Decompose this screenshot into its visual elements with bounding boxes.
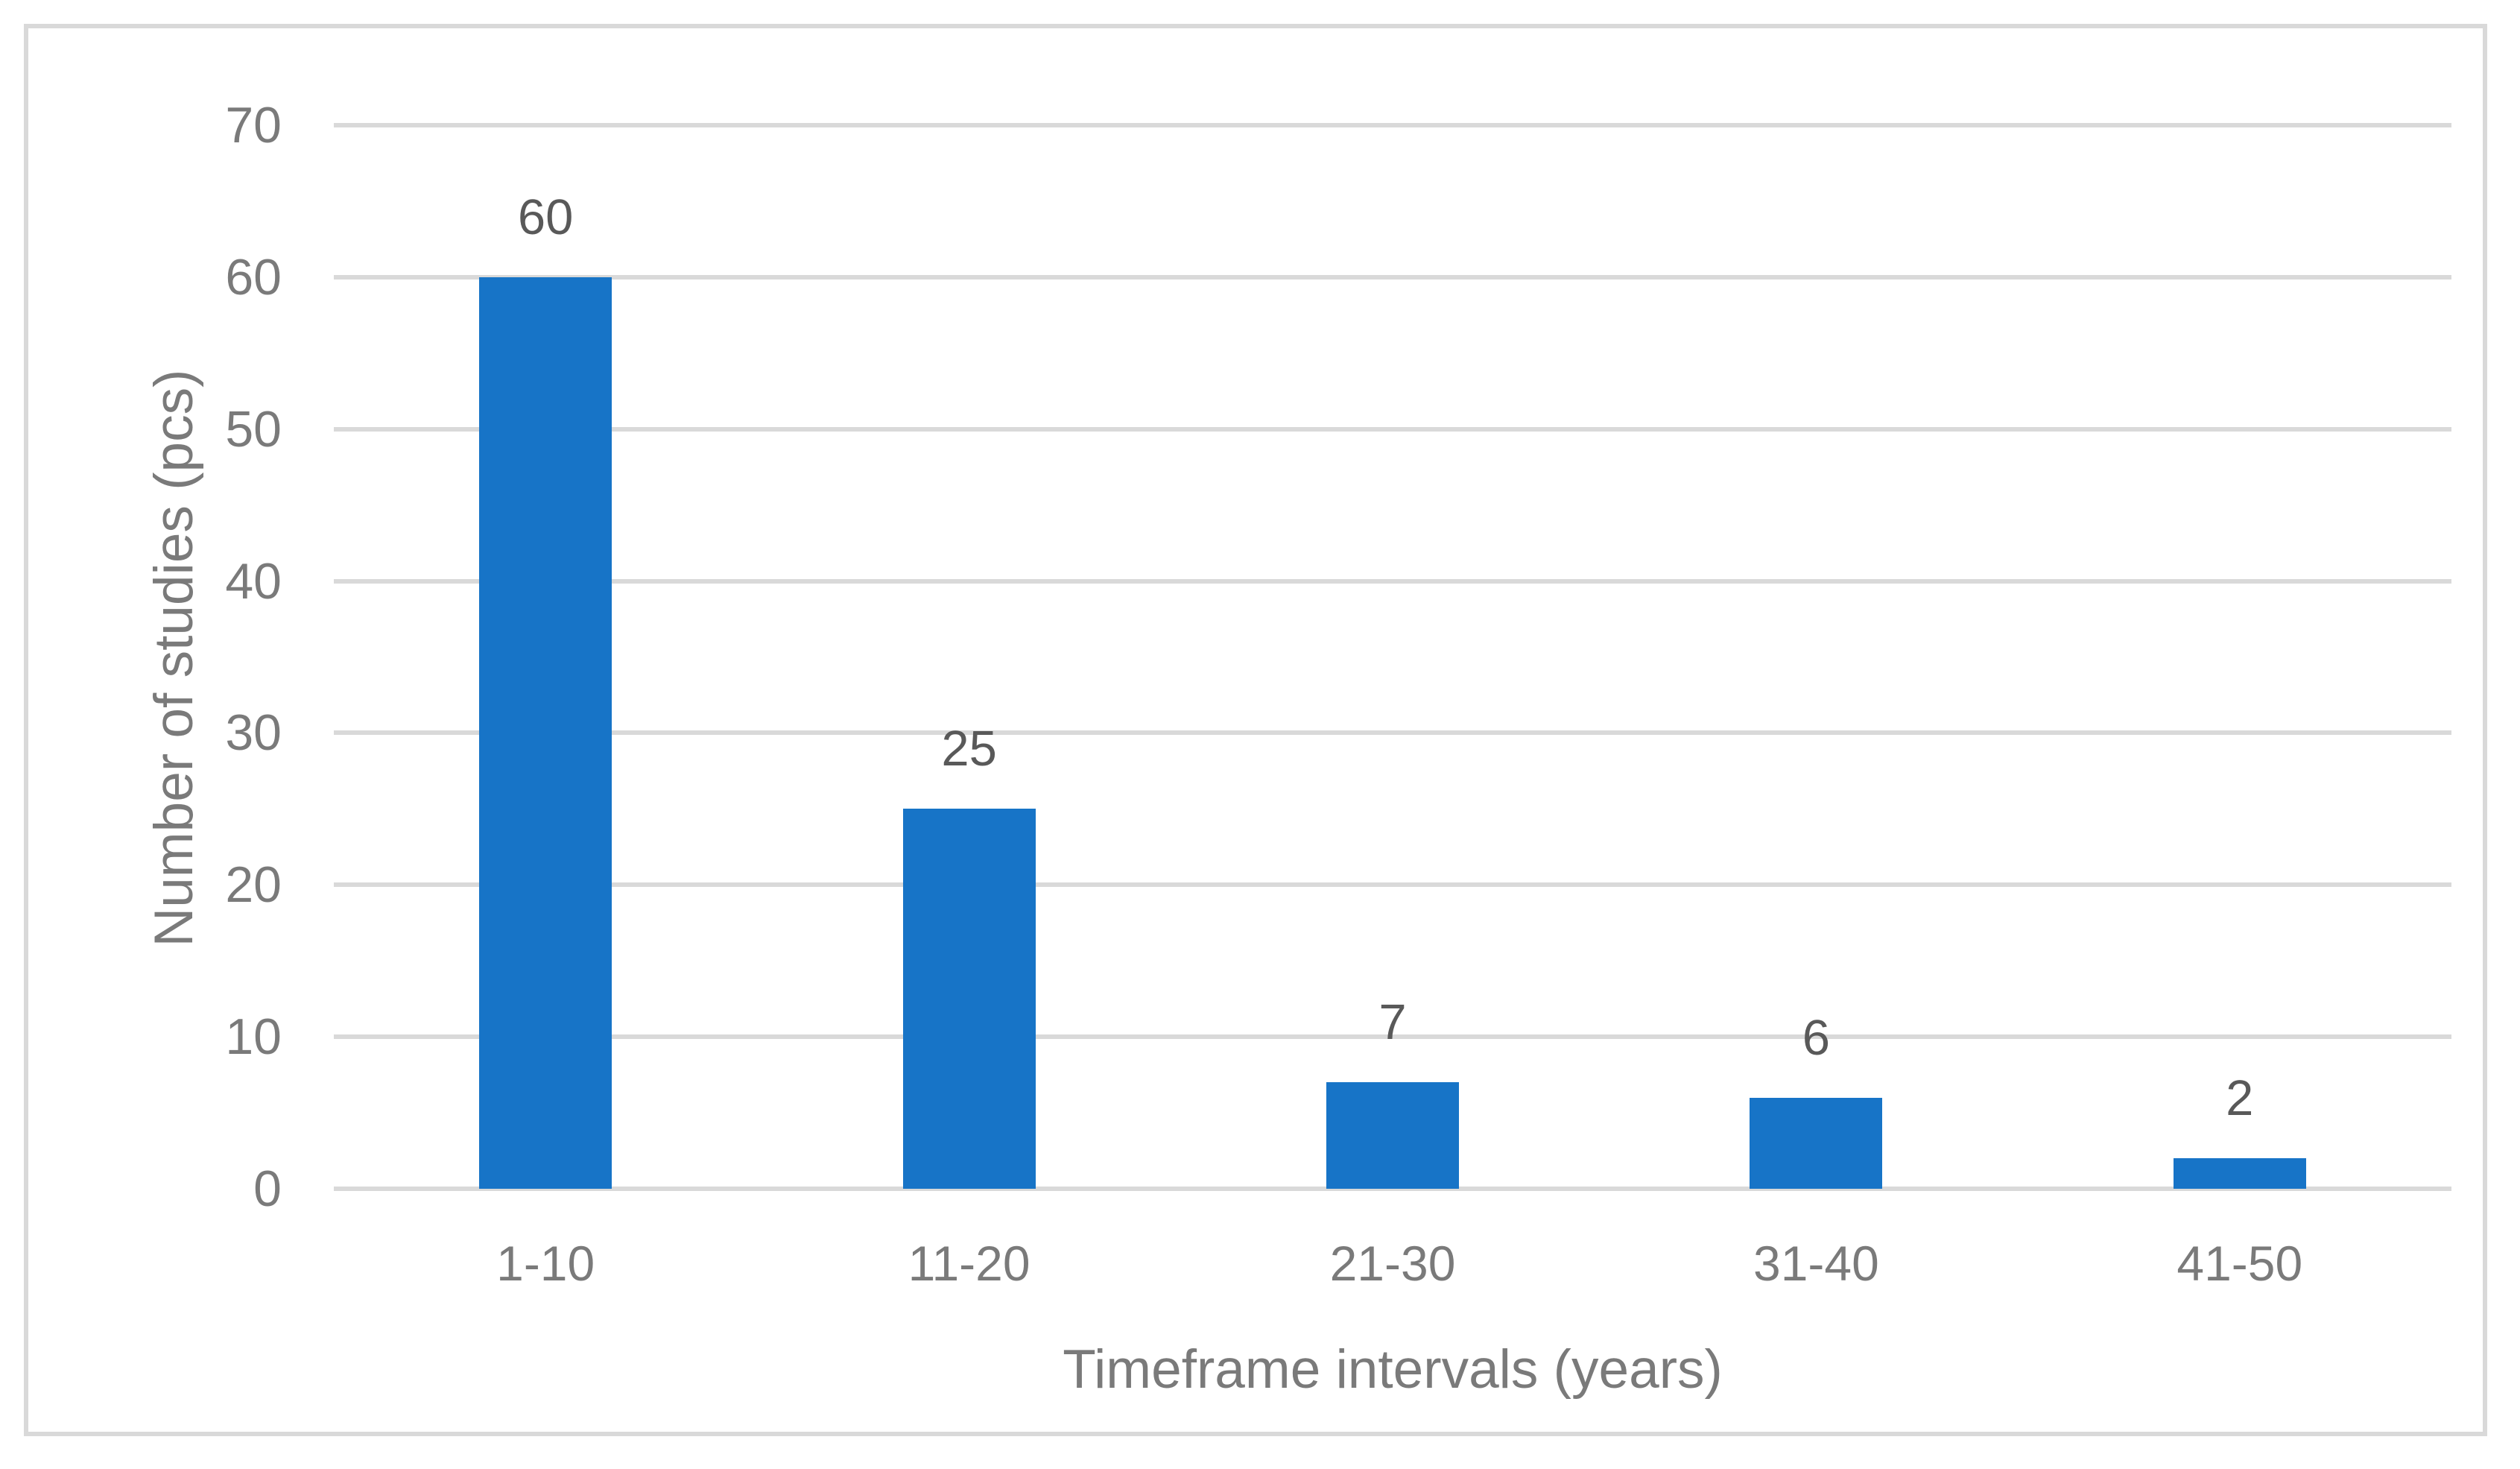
y-tick-label: 10: [225, 1008, 282, 1066]
y-tick-label: 60: [225, 248, 282, 306]
y-tick-label: 30: [225, 704, 282, 762]
bar-31-40: [1750, 1097, 1883, 1189]
bar-data-label: 60: [517, 189, 574, 245]
y-tick-label: 0: [253, 1160, 282, 1217]
x-tick-label: 11-20: [908, 1236, 1031, 1291]
x-tick-label: 31-40: [1753, 1236, 1879, 1291]
bar-1-10: [479, 277, 612, 1189]
y-tick-label: 70: [225, 97, 282, 154]
bar-data-label: 7: [1378, 994, 1407, 1051]
x-tick-label: 21-30: [1329, 1236, 1456, 1291]
gridline: [334, 578, 2451, 584]
gridline: [334, 123, 2451, 127]
bar-41-50: [2173, 1158, 2306, 1189]
bar-data-label: 2: [2226, 1070, 2254, 1127]
gridline: [334, 1034, 2451, 1040]
gridline: [334, 274, 2451, 279]
bar-data-label: 25: [941, 721, 997, 777]
y-tick-label: 50: [225, 400, 282, 458]
chart-border: Number of studies (pcs) 60 25 7 6 2 Timefram…: [24, 24, 2487, 1436]
y-tick-label: 40: [225, 552, 282, 610]
x-tick-label: 41-50: [2176, 1236, 2303, 1291]
x-axis-title: Timeframe intervals (years): [1063, 1339, 1723, 1400]
bar-11-20: [902, 809, 1036, 1189]
plot-area: 60 25 7 6 2: [334, 123, 2451, 1191]
gridline: [334, 882, 2451, 888]
x-tick-label: 1-10: [496, 1236, 595, 1291]
bar-data-label: 6: [1802, 1009, 1831, 1066]
gridline: [334, 730, 2451, 736]
gridline: [334, 426, 2451, 432]
y-tick-label: 20: [225, 856, 282, 914]
bar-21-30: [1326, 1082, 1459, 1189]
x-axis-line: [334, 1187, 2451, 1191]
